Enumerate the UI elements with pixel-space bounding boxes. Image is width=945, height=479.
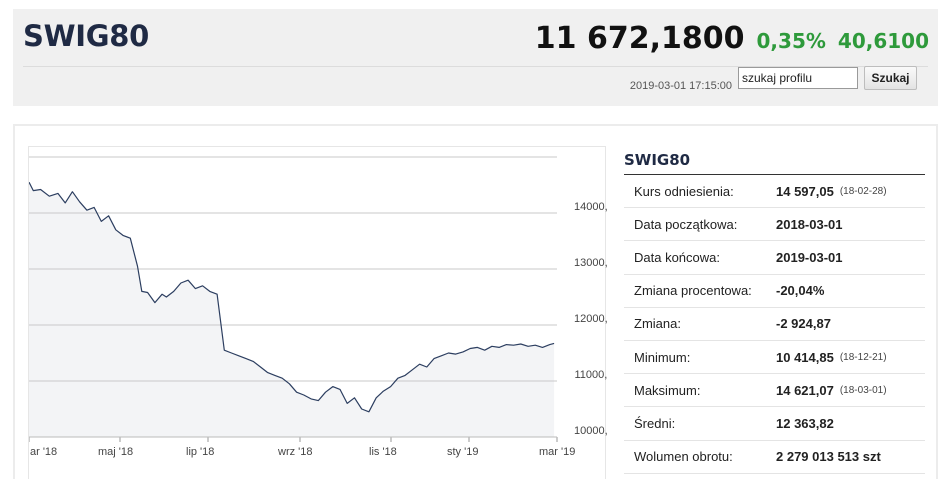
series-line xyxy=(29,181,555,413)
stats-row: Data początkowa: 2018-03-01 xyxy=(624,208,925,242)
stats-table: SWIG80 Kurs odniesienia: 14 597,05 (18-02-… xyxy=(624,145,925,474)
header-divider xyxy=(23,66,928,67)
stats-value: 2018-03-01 xyxy=(776,216,843,232)
stats-label: Kurs odniesienia: xyxy=(634,183,734,199)
x-tick-label: mar '19 xyxy=(539,446,575,458)
stats-date-note: (18-12-21) xyxy=(839,351,887,363)
stats-row: Data końcowa: 2019-03-01 xyxy=(624,241,925,275)
y-tick-label: 14000,00 xyxy=(574,201,607,213)
stats-label: Zmiana procentowa: xyxy=(634,283,752,299)
x-tick-label: ar '18 xyxy=(30,446,57,458)
stats-value: -20,04% xyxy=(776,283,825,299)
x-tick-label: sty '19 xyxy=(447,446,478,458)
stats-label: Minimum: xyxy=(634,349,691,365)
y-tick-label: 13000,00 xyxy=(574,257,607,269)
x-tick-label: lip '18 xyxy=(186,446,214,458)
stats-row: Zmiana: -2 924,87 xyxy=(624,308,925,341)
y-tick-label: 11000,00 xyxy=(574,369,607,381)
stats-title: SWIG80 xyxy=(624,145,925,175)
stats-value: -2 924,87 xyxy=(776,316,831,332)
price-chart[interactable]: 14000,00 13000,00 12000,00 11000,00 10000,00… xyxy=(28,146,607,479)
stats-label: Data początkowa: xyxy=(634,216,738,232)
profile-search-input[interactable] xyxy=(738,67,858,89)
stats-row: Zmiana procentowa: -20,04% xyxy=(624,275,925,308)
y-tick-label: 10000,00 xyxy=(574,425,607,437)
price-summary: 11 672,1800 0,35% 40,6100 xyxy=(535,21,929,56)
x-tick-label: lis '18 xyxy=(369,446,397,458)
stats-row: Wolumen obrotu: 2 279 013 513 szt xyxy=(624,441,925,474)
chart-canvas[interactable]: 14000,00 13000,00 12000,00 11000,00 10000,00… xyxy=(29,147,607,479)
stats-date-note: (18-03-01) xyxy=(839,384,887,396)
stats-value: 2019-03-01 xyxy=(776,249,843,265)
stats-label: Wolumen obrotu: xyxy=(634,449,733,465)
stats-label: Średni: xyxy=(634,415,676,431)
stats-row: Średni: 12 363,82 xyxy=(624,407,925,441)
change-absolute: 40,6100 xyxy=(837,29,929,53)
change-percent: 0,35% xyxy=(756,29,826,53)
quote-header: SWIG80 11 672,1800 0,35% 40,6100 xyxy=(13,9,938,106)
stats-value: 10 414,85 xyxy=(776,349,834,365)
stats-date-note: (18-02-28) xyxy=(839,185,887,197)
search-button[interactable]: Szukaj xyxy=(864,66,917,90)
y-tick-label: 12000,00 xyxy=(574,313,607,325)
stats-value: 2 279 013 513 szt xyxy=(776,449,881,465)
stats-row: Maksimum: 14 621,07 (18-03-01) xyxy=(624,374,925,408)
stats-label: Data końcowa: xyxy=(634,249,720,265)
stats-row: Minimum: 10 414,85 (18-12-21) xyxy=(624,341,925,375)
index-symbol: SWIG80 xyxy=(23,19,150,53)
stats-label: Maksimum: xyxy=(634,382,701,398)
stats-value: 12 363,82 xyxy=(776,415,834,431)
stats-value: 14 597,05 xyxy=(776,183,834,199)
stats-row: Kurs odniesienia: 14 597,05 (18-02-28) xyxy=(624,175,925,209)
x-tick-label: maj '18 xyxy=(98,446,133,458)
index-price: 11 672,1800 xyxy=(534,21,745,56)
stats-value: 14 621,07 xyxy=(776,382,834,398)
x-tick-label: wrz '18 xyxy=(277,446,313,458)
stats-label: Zmiana: xyxy=(634,316,681,332)
quote-timestamp: 2019-03-01 17:15:00 xyxy=(629,80,732,92)
series-area xyxy=(29,182,555,437)
